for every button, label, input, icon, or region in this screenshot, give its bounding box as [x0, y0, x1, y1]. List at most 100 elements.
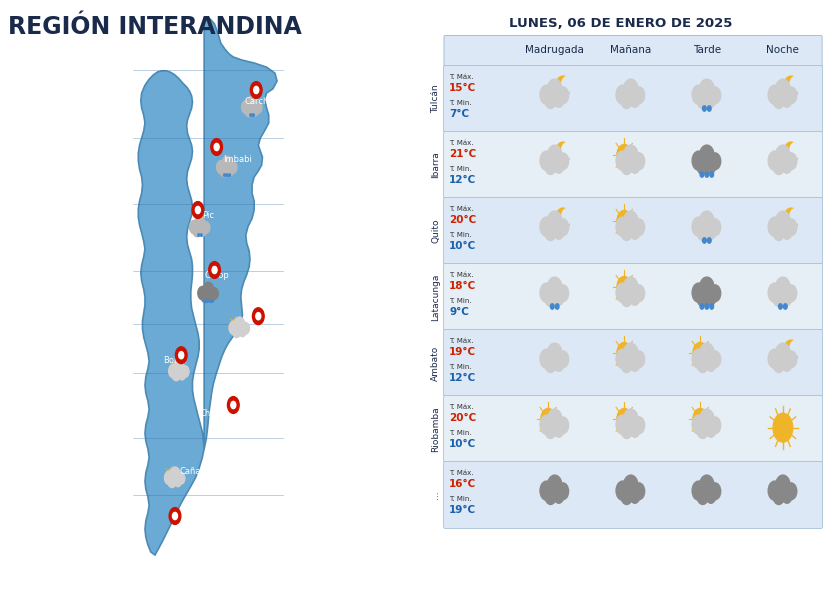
Circle shape	[554, 357, 563, 371]
Circle shape	[621, 488, 633, 505]
Circle shape	[176, 347, 187, 364]
Circle shape	[254, 101, 262, 113]
Text: T. Min.: T. Min.	[450, 166, 472, 172]
Circle shape	[616, 283, 629, 302]
Circle shape	[554, 291, 563, 305]
Circle shape	[209, 300, 210, 302]
Circle shape	[624, 145, 638, 167]
Circle shape	[710, 87, 721, 104]
Circle shape	[624, 409, 638, 431]
Text: T. Máx.: T. Máx.	[450, 470, 474, 476]
Circle shape	[616, 481, 629, 500]
Circle shape	[617, 211, 632, 232]
Circle shape	[768, 481, 781, 500]
Circle shape	[547, 343, 562, 365]
Circle shape	[200, 234, 202, 236]
FancyBboxPatch shape	[444, 35, 823, 68]
Circle shape	[209, 262, 220, 278]
Circle shape	[555, 76, 570, 98]
Circle shape	[708, 106, 711, 111]
Text: 15°C: 15°C	[450, 83, 477, 93]
Circle shape	[252, 106, 258, 116]
Circle shape	[710, 285, 721, 302]
Circle shape	[544, 356, 556, 373]
Circle shape	[776, 211, 790, 233]
Circle shape	[624, 343, 638, 365]
Circle shape	[784, 208, 799, 230]
Circle shape	[557, 87, 568, 104]
Circle shape	[692, 415, 705, 434]
Circle shape	[540, 349, 553, 368]
Circle shape	[773, 290, 785, 307]
Circle shape	[555, 208, 570, 230]
Text: T. Máx.: T. Máx.	[450, 74, 474, 80]
Circle shape	[634, 153, 644, 170]
Text: 10°C: 10°C	[450, 439, 477, 449]
Circle shape	[247, 96, 257, 112]
Circle shape	[773, 488, 785, 505]
Text: T. Min.: T. Min.	[450, 232, 472, 238]
Circle shape	[203, 282, 214, 297]
Circle shape	[202, 221, 210, 233]
Circle shape	[616, 217, 629, 236]
Text: Riobamba: Riobamba	[431, 406, 441, 452]
Circle shape	[211, 139, 223, 155]
Circle shape	[692, 151, 705, 170]
Circle shape	[785, 153, 797, 170]
Circle shape	[782, 225, 792, 239]
Circle shape	[547, 79, 562, 101]
Circle shape	[634, 417, 644, 434]
Text: Mañana: Mañana	[610, 45, 652, 55]
Text: Imbabi: Imbabi	[223, 154, 252, 163]
Circle shape	[768, 217, 781, 236]
Circle shape	[706, 423, 716, 437]
Circle shape	[784, 340, 799, 362]
Circle shape	[697, 488, 709, 505]
Circle shape	[790, 143, 800, 158]
Circle shape	[700, 409, 714, 431]
FancyBboxPatch shape	[444, 395, 823, 463]
Circle shape	[624, 475, 638, 497]
Circle shape	[697, 290, 709, 307]
Circle shape	[616, 85, 629, 104]
Circle shape	[784, 142, 799, 164]
Circle shape	[201, 291, 210, 303]
Text: Quito: Quito	[431, 219, 441, 243]
Circle shape	[557, 285, 568, 302]
Circle shape	[782, 291, 792, 305]
Circle shape	[228, 397, 239, 413]
Text: T. Máx.: T. Máx.	[450, 206, 474, 212]
Circle shape	[544, 158, 556, 175]
Circle shape	[700, 211, 714, 233]
Text: Ambato: Ambato	[431, 346, 441, 380]
Circle shape	[190, 220, 199, 234]
Circle shape	[231, 319, 240, 332]
Circle shape	[557, 351, 568, 368]
Circle shape	[621, 224, 633, 241]
Circle shape	[557, 417, 568, 434]
Circle shape	[634, 483, 644, 500]
Text: 9°C: 9°C	[450, 307, 469, 317]
Text: Tarde: Tarde	[693, 45, 721, 55]
Circle shape	[231, 401, 236, 409]
Circle shape	[616, 151, 629, 170]
Circle shape	[624, 277, 638, 299]
Text: 7°C: 7°C	[450, 109, 469, 119]
Circle shape	[252, 114, 254, 116]
Circle shape	[251, 82, 262, 98]
Circle shape	[617, 277, 632, 298]
Circle shape	[200, 226, 206, 236]
Circle shape	[692, 481, 705, 500]
Circle shape	[562, 143, 573, 158]
Circle shape	[776, 475, 790, 497]
Circle shape	[768, 349, 781, 368]
Circle shape	[554, 93, 563, 107]
Circle shape	[697, 422, 709, 439]
Circle shape	[784, 76, 799, 98]
Circle shape	[634, 351, 644, 368]
Circle shape	[554, 159, 563, 173]
Circle shape	[782, 489, 792, 503]
Circle shape	[706, 291, 716, 305]
Circle shape	[700, 277, 714, 299]
Circle shape	[170, 467, 180, 482]
